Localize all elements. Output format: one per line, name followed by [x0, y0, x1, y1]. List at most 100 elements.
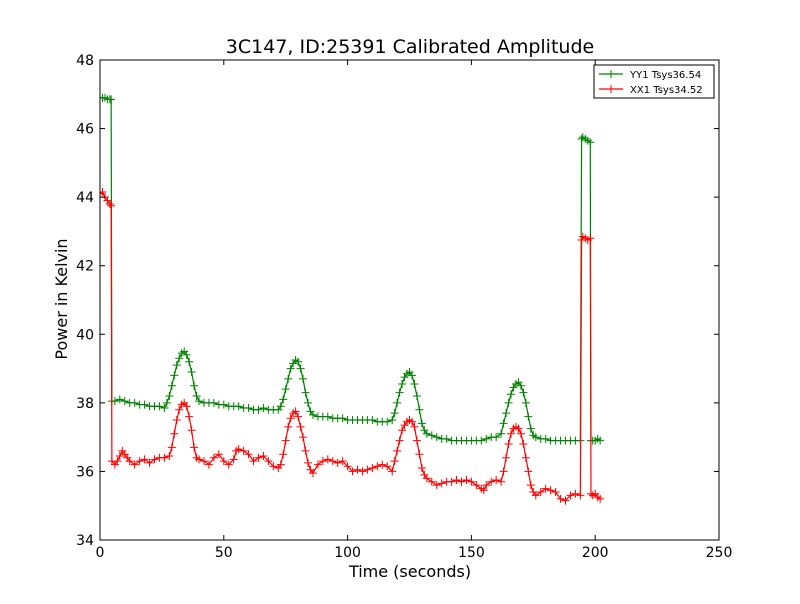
x-tick-label: 200 [582, 545, 609, 561]
data-point-marker [209, 398, 218, 407]
y-tick-label: 46 [76, 122, 94, 138]
data-point-marker [519, 388, 528, 397]
data-point-marker [195, 455, 204, 464]
data-point-marker [395, 436, 404, 445]
data-point-marker [140, 400, 149, 409]
data-point-marker [214, 450, 223, 459]
data-point-marker [318, 457, 327, 466]
data-point-marker [427, 431, 436, 440]
data-point-marker [358, 467, 367, 476]
data-point-marker [229, 455, 238, 464]
data-point-marker [281, 385, 290, 394]
chart-title: 3C147, ID:25391 Calibrated Amplitude [226, 36, 594, 58]
data-point-marker [467, 477, 476, 486]
data-point-marker [415, 450, 424, 459]
data-point-marker [107, 201, 116, 210]
data-point-marker [254, 405, 263, 414]
data-point-marker [145, 458, 154, 467]
data-point-marker [546, 486, 555, 495]
data-point-marker [286, 414, 295, 423]
data-point-marker [457, 477, 466, 486]
data-point-marker [259, 404, 268, 412]
data-point-marker [303, 458, 312, 467]
data-point-marker [368, 416, 377, 424]
data-point-marker [182, 402, 191, 411]
data-point-marker [294, 412, 303, 421]
data-point-marker [407, 371, 416, 380]
data-point-marker [417, 419, 426, 428]
plot-frame [99, 59, 720, 541]
legend-label: YY1 Tsys36.54 [629, 70, 701, 81]
data-point-marker [175, 354, 184, 363]
data-point-marker [187, 426, 196, 435]
legend-box [593, 64, 715, 99]
data-point-marker [383, 462, 392, 471]
data-point-marker [244, 450, 253, 459]
data-point-marker [482, 481, 491, 490]
data-point-marker [388, 416, 397, 424]
data-point-marker [162, 398, 171, 407]
data-point-marker [477, 436, 486, 445]
data-point-marker [390, 409, 399, 418]
y-tick-label: 42 [76, 259, 94, 275]
data-point-marker [507, 390, 516, 399]
series-xx1 [100, 188, 605, 505]
data-point-marker [551, 488, 560, 496]
data-point-marker [586, 138, 595, 147]
data-point-marker [516, 381, 525, 390]
data-point-marker [502, 453, 511, 462]
data-point-marker [499, 419, 508, 428]
data-point-marker [165, 392, 174, 400]
data-point-marker [422, 474, 431, 483]
data-point-marker [308, 469, 317, 478]
data-point-marker [492, 476, 501, 484]
data-point-marker [432, 481, 441, 490]
legend-label: XX1 Tsys34.52 [630, 85, 703, 96]
data-point-marker [437, 479, 446, 488]
y-tick-label: 40 [76, 327, 94, 343]
data-point-marker [328, 457, 337, 466]
data-point-marker [291, 407, 300, 416]
data-point-marker [410, 422, 419, 431]
data-point-marker [479, 486, 488, 495]
y-tick-label: 36 [76, 464, 94, 480]
data-point-marker [170, 371, 179, 380]
data-point-marker [427, 477, 436, 486]
data-point-marker [524, 412, 533, 421]
data-point-marker [398, 380, 407, 388]
data-point-marker [276, 460, 285, 469]
data-point-marker [276, 402, 285, 411]
data-point-marker [452, 476, 461, 484]
data-point-marker [417, 464, 426, 472]
data-point-marker [497, 477, 506, 486]
data-point-marker [195, 397, 204, 406]
data-point-marker [190, 443, 199, 452]
data-point-marker [576, 491, 585, 500]
x-tick-label: 0 [96, 545, 105, 561]
data-point-marker [239, 446, 248, 455]
data-point-marker [167, 381, 176, 390]
data-point-marker [175, 405, 184, 414]
data-point-marker [407, 417, 416, 426]
data-point-marker [172, 416, 181, 424]
data-point-marker [294, 357, 303, 366]
data-point-marker [224, 460, 233, 469]
data-point-marker [395, 388, 404, 397]
data-point-marker [398, 426, 407, 435]
y-tick-label: 48 [76, 53, 94, 69]
data-point-marker [333, 458, 342, 467]
data-point-marker [343, 462, 352, 471]
data-point-marker [504, 398, 513, 407]
data-point-marker [541, 434, 550, 443]
data-point-marker [135, 457, 144, 466]
data-point-marker [566, 491, 575, 500]
data-point-marker [393, 446, 402, 455]
y-axis-label: Power in Kelvin [52, 238, 71, 359]
data-point-marker [383, 417, 392, 426]
data-point-marker [113, 457, 122, 466]
data-point-marker [524, 467, 533, 476]
data-point-marker [301, 446, 310, 455]
data-point-marker [182, 350, 191, 359]
